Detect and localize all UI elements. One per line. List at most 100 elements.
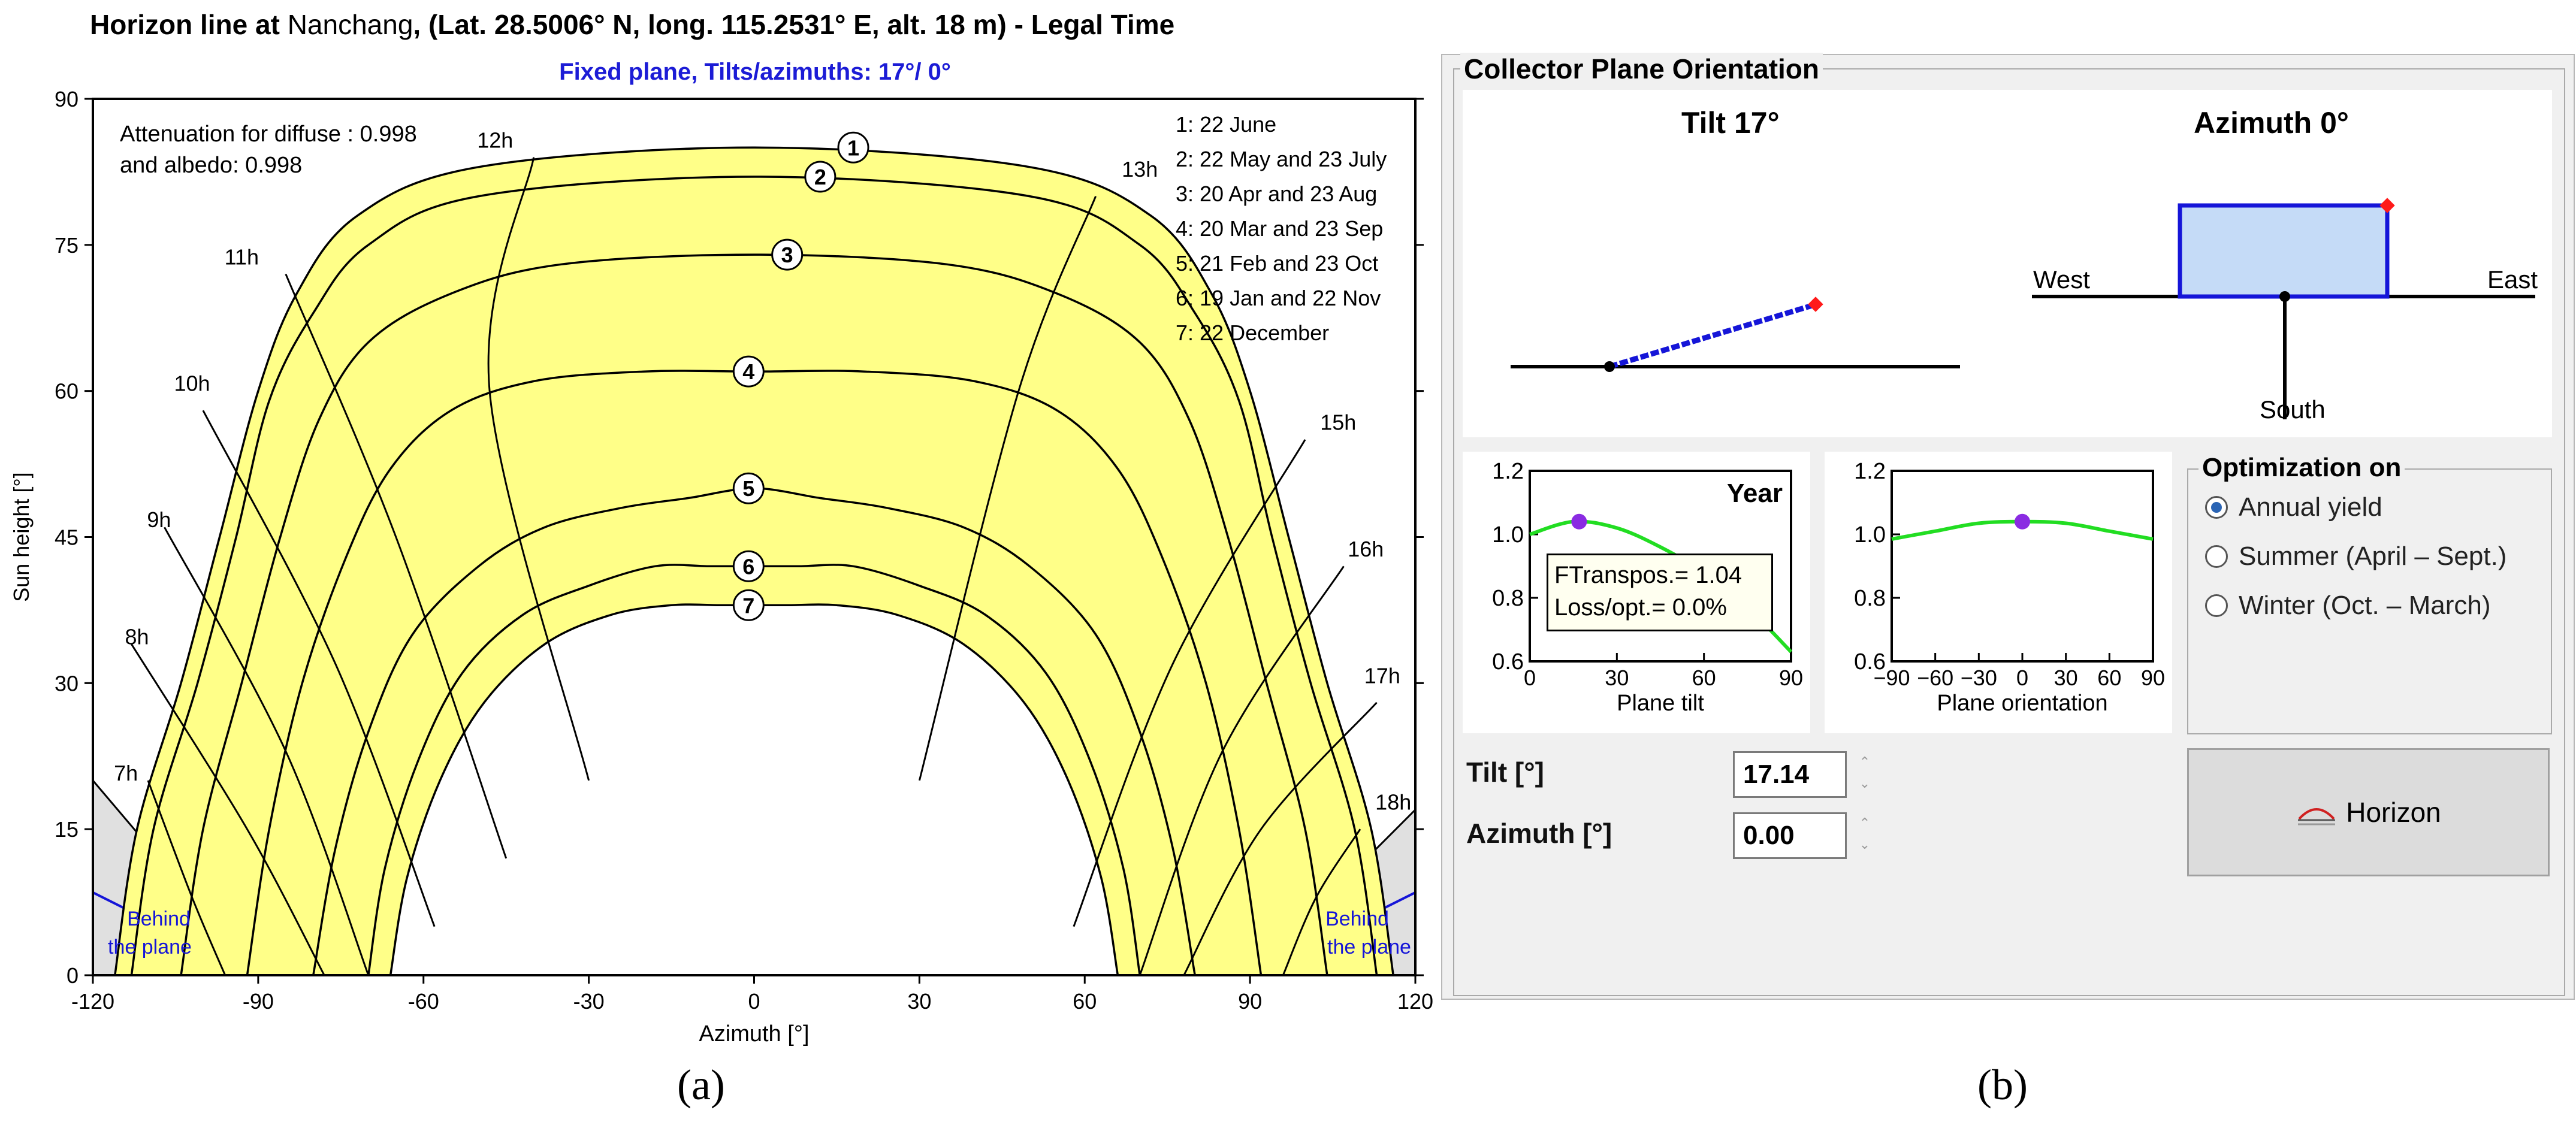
tooltip-ftranspos: FTranspos.= 1.04: [1554, 562, 1743, 588]
radio-summer-button[interactable]: [2205, 545, 2228, 568]
curve-marker-2: [804, 161, 836, 193]
curve-marker-label-4: 4: [742, 359, 754, 384]
tilt-chart-y-tick-label: 1.2: [1492, 459, 1524, 484]
legend-entry-4: 4: 20 Mar and 23 Sep: [1176, 216, 1383, 241]
orientation-chart-y-tick-label: 1.2: [1854, 459, 1886, 484]
y-tick-label: 75: [55, 233, 78, 258]
east-label: East: [2487, 265, 2538, 294]
tilt-pivot: [1604, 361, 1615, 372]
azimuth-field-label: Azimuth [°]: [1466, 818, 1612, 849]
hour-line-12h: [487, 157, 590, 781]
curve-marker-label-1: 1: [847, 135, 859, 160]
tilt-chart-x-tick-label: 90: [1779, 666, 1803, 690]
radio-annual-yield-button[interactable]: [2205, 496, 2228, 519]
hour-line-7h: [147, 780, 227, 975]
x-tick-label: -60: [408, 989, 439, 1014]
orientation-diagram: Tilt 17° Azimuth 0° West East South: [1463, 90, 2552, 437]
hour-label-18h: 18h: [1375, 790, 1411, 815]
y-tick-label: 30: [55, 671, 78, 695]
orientation-chart-y-tick-label: 1.0: [1854, 522, 1886, 548]
y-tick-label: 60: [55, 379, 78, 404]
title-rest: , (Lat. 28.5006° N, long. 115.2531° E, a…: [413, 9, 1175, 40]
horizon-button[interactable]: Horizon: [2187, 748, 2550, 876]
orientation-chart-x-tick-label: −60: [1917, 666, 1953, 690]
legend-entry-5: 5: 21 Feb and 23 Oct: [1176, 251, 1378, 276]
south-label: South: [2260, 395, 2326, 424]
legend-entry-6: 6: 19 Jan and 22 Nov: [1176, 286, 1381, 310]
azimuth-spinner[interactable]: ⌃ ⌄: [1859, 815, 1871, 852]
behind-right-line2: the plane: [1327, 936, 1411, 958]
hour-label-13h: 13h: [1122, 157, 1158, 182]
hour-label-9h: 9h: [147, 507, 171, 532]
hour-label-10h: 10h: [174, 371, 210, 396]
panel-b-caption: (b): [1977, 1061, 2028, 1109]
tilt-input[interactable]: 17.14: [1733, 751, 1847, 798]
curve-marker-label-5: 5: [742, 476, 754, 501]
azimuth-input[interactable]: 0.00: [1733, 812, 1847, 859]
collector-plane-title: Collector Plane Orientation: [1460, 53, 1823, 85]
date-curve-2: [130, 176, 1378, 975]
orientation-chart-frame: [1891, 470, 2154, 663]
azimuth-pivot: [2279, 291, 2290, 302]
tooltip-box: FTranspos.= 1.04 Loss/opt.= 0.0%: [1547, 554, 1773, 631]
tilt-spinner[interactable]: ⌃ ⌄: [1859, 754, 1871, 791]
tilt-title: Tilt 17°: [1681, 106, 1780, 140]
horizon-button-label: Horizon: [2346, 797, 2441, 828]
panel-a-title: Horizon line at Nanchang, (Lat. 28.5006°…: [90, 8, 1174, 41]
azimuth-plane-rect: [2178, 203, 2390, 299]
tilt-chart-x-tick-label: 60: [1692, 666, 1716, 690]
title-city: Nanchang: [287, 9, 413, 40]
hour-line-13h: [918, 196, 1097, 781]
tilt-chart-x-tick-label: 30: [1605, 666, 1629, 690]
curve-marker-4: [732, 355, 765, 388]
orientation-drawing: [1511, 198, 2535, 419]
x-tick-label: 60: [1073, 989, 1097, 1014]
tilt-chart-x-tick-label: 0: [1524, 666, 1536, 690]
curve-marker-6: [732, 550, 765, 582]
tooltip-loss: Loss/opt.= 0.0%: [1554, 594, 1727, 621]
optimization-options: Annual yield Summer (April – Sept.) Wint…: [2187, 468, 2550, 732]
attenuation-line1: Attenuation for diffuse : 0.998: [120, 122, 417, 147]
tilt-chart-corner-label: Year: [1727, 479, 1783, 508]
orientation-optimization-chart: 1.2 1.0 0.8 0.6 −90 −60 −30 0 30 60 90 Plane orient…: [1825, 452, 2172, 733]
curve-marker-1: [837, 131, 869, 164]
tilt-optimization-chart: 1.2 1.0 0.8 0.6 0 30 60 90 Plane tilt Year FTrans…: [1463, 452, 1810, 733]
tilt-chart-optimum-point: [1571, 513, 1587, 530]
attenuation-line2: and albedo: 0.998: [120, 153, 302, 178]
y-tick-label: 45: [55, 525, 78, 550]
x-tick-label: 90: [1238, 989, 1262, 1014]
radio-annual-yield-label: Annual yield: [2239, 492, 2382, 522]
x-tick-label: -30: [573, 989, 605, 1014]
legend-entry-2: 2: 22 May and 23 July: [1176, 147, 1387, 171]
curve-marker-3: [771, 238, 804, 271]
radio-winter[interactable]: Winter (Oct. – March): [2205, 591, 2491, 621]
hour-label-8h: 8h: [125, 624, 149, 649]
horizon-icon: [2298, 808, 2336, 825]
orientation-chart-x-tick-label: 60: [2097, 666, 2121, 690]
radio-annual-yield[interactable]: Annual yield: [2205, 492, 2382, 522]
title-prefix: Horizon line at: [90, 9, 288, 40]
date-curve-3: [180, 253, 1328, 975]
y-tick-label: 90: [55, 87, 78, 111]
y-tick-label: 0: [67, 963, 78, 988]
behind-left-line1: Behind: [127, 908, 191, 930]
hour-line-15h: [1073, 439, 1306, 927]
hour-label-12h: 12h: [477, 128, 513, 152]
orientation-chart-x-tick-label: 0: [2016, 666, 2028, 690]
tilt-end-marker: [1808, 297, 1823, 312]
hour-label-16h: 16h: [1348, 537, 1384, 561]
orientation-chart-x-tick-label: 30: [2054, 666, 2078, 690]
orientation-chart-x-tick-label: 90: [2141, 666, 2165, 690]
orientation-chart-y-tick-label: 0.6: [1854, 649, 1886, 675]
collector-plane-group: [1453, 68, 2565, 996]
x-tick-label: -90: [243, 989, 274, 1014]
orientation-chart-x-tick-label: −30: [1961, 666, 1997, 690]
x-axis-label: Azimuth [°]: [699, 1021, 809, 1047]
behind-left-line2: the plane: [108, 936, 192, 958]
curve-marker-5: [732, 472, 765, 504]
radio-winter-button[interactable]: [2205, 594, 2228, 617]
hour-label-17h: 17h: [1364, 663, 1400, 688]
radio-summer[interactable]: Summer (April – Sept.): [2205, 542, 2506, 571]
orientation-chart-optimum-point: [2015, 513, 2030, 530]
collector-plane-panel: Collector Plane Orientation Tilt 17° Azi…: [1441, 53, 2575, 1000]
